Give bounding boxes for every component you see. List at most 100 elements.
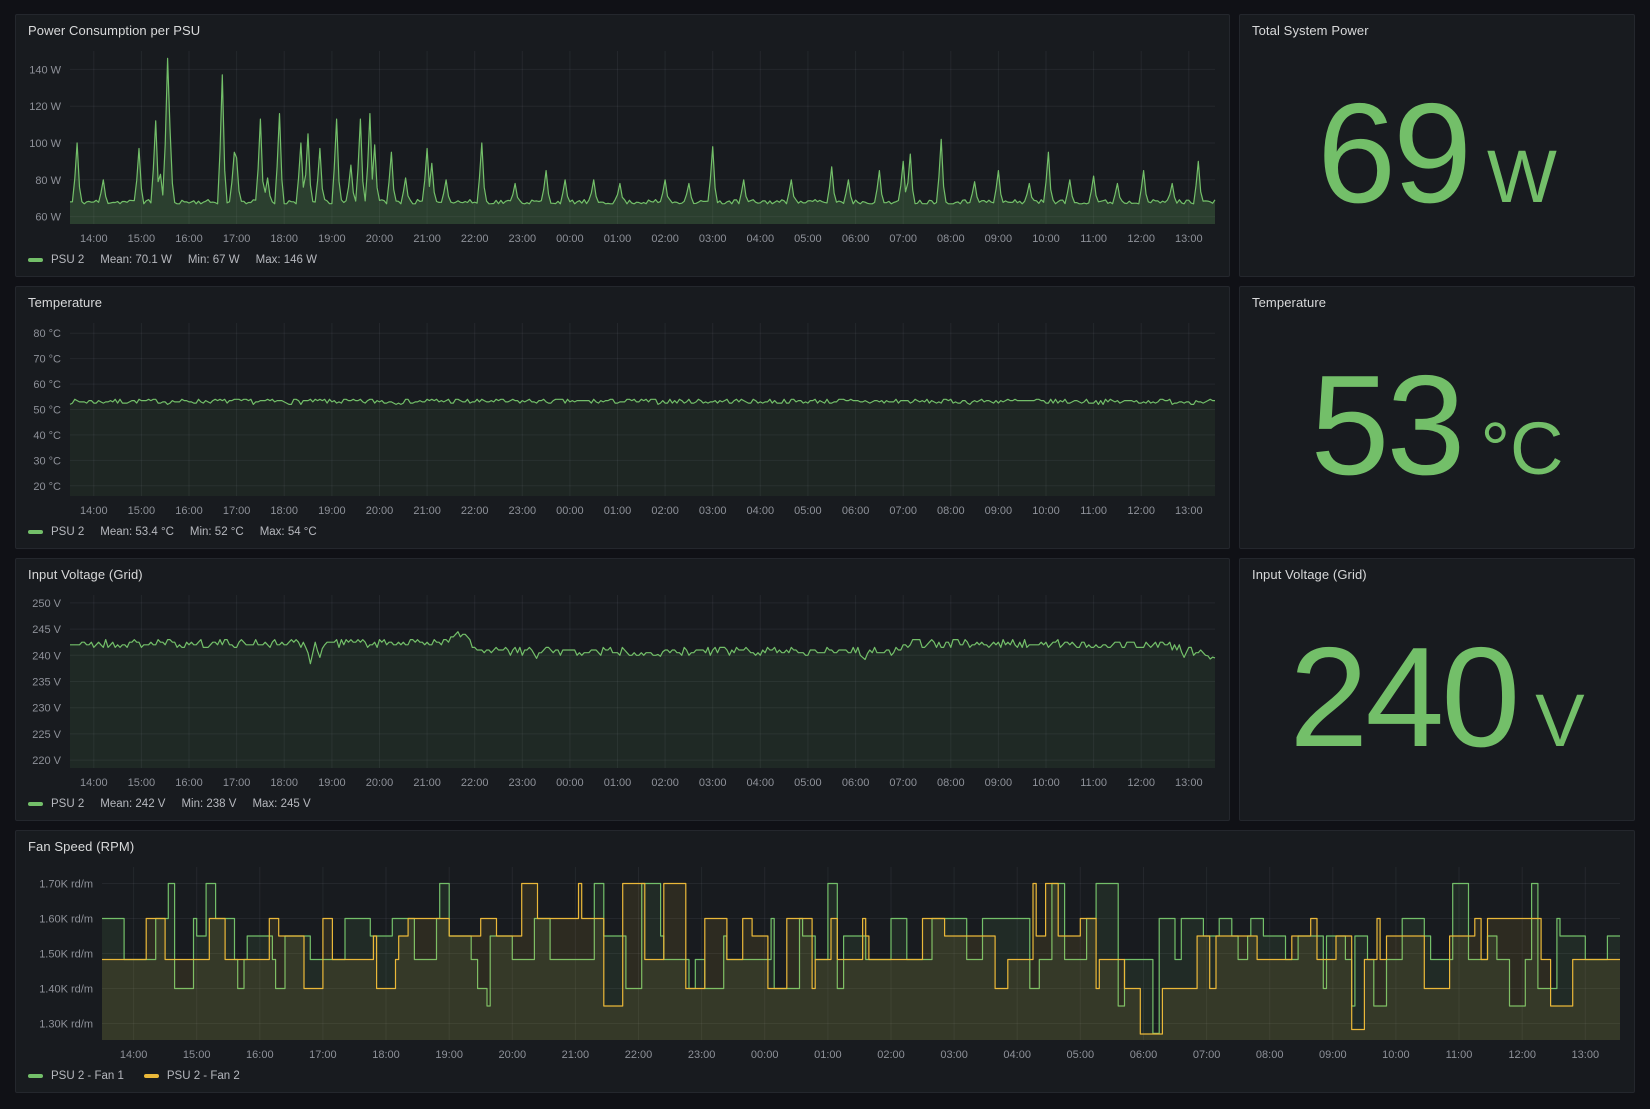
panel-input-voltage-chart: Input Voltage (Grid) 220 V225 V230 V235 … [15,558,1230,821]
svg-text:09:00: 09:00 [985,233,1013,245]
svg-text:23:00: 23:00 [509,505,537,517]
svg-text:1.50K rd/m: 1.50K rd/m [39,949,93,961]
panel-title-temperature-stat[interactable]: Temperature [1240,287,1634,311]
svg-text:13:00: 13:00 [1572,1049,1600,1061]
panel-title-fan-speed[interactable]: Fan Speed (RPM) [16,831,1634,855]
svg-text:11:00: 11:00 [1080,777,1107,789]
svg-text:15:00: 15:00 [128,233,156,245]
series-color-marker-icon [28,258,43,262]
voltage-chart: 220 V225 V230 V235 V240 V245 V250 V14:00… [22,587,1221,794]
svg-text:06:00: 06:00 [842,777,870,789]
svg-text:00:00: 00:00 [556,505,584,517]
fan-speed-chart-canvas[interactable]: 1.30K rd/m1.40K rd/m1.50K rd/m1.60K rd/m… [22,859,1626,1066]
svg-text:1.30K rd/m: 1.30K rd/m [39,1019,93,1031]
svg-text:05:00: 05:00 [1067,1049,1095,1061]
svg-text:80 W: 80 W [35,175,61,187]
svg-text:11:00: 11:00 [1446,1049,1473,1061]
voltage-chart-canvas[interactable]: 220 V225 V230 V235 V240 V245 V250 V14:00… [22,587,1221,794]
series-color-marker-icon [28,802,43,806]
svg-text:18:00: 18:00 [372,1049,400,1061]
panel-fan-speed: Fan Speed (RPM) 1.30K rd/m1.40K rd/m1.50… [15,830,1635,1093]
svg-text:21:00: 21:00 [413,505,441,517]
svg-text:17:00: 17:00 [309,1049,337,1061]
svg-text:235 V: 235 V [32,677,61,689]
svg-text:225 V: 225 V [32,729,61,741]
svg-text:21:00: 21:00 [413,777,441,789]
legend-item-psu-2[interactable]: PSU 2Mean: 53.4 °CMin: 52 °CMax: 54 °C [28,525,317,539]
temperature-chart-canvas[interactable]: 20 °C30 °C40 °C50 °C60 °C70 °C80 °C14:00… [22,315,1221,522]
series-stat: Min: 238 V [181,797,236,811]
power-chart-canvas[interactable]: 60 W80 W100 W120 W140 W14:0015:0016:0017… [22,43,1221,250]
svg-text:10:00: 10:00 [1032,233,1060,245]
voltage-chart-legend: PSU 2Mean: 242 VMin: 238 VMax: 245 V [16,794,1229,820]
svg-text:23:00: 23:00 [688,1049,716,1061]
power-chart-legend: PSU 2Mean: 70.1 WMin: 67 WMax: 146 W [16,250,1229,276]
svg-text:23:00: 23:00 [509,233,537,245]
svg-text:80 °C: 80 °C [33,328,61,340]
series-stat: Mean: 70.1 W [100,253,172,267]
svg-text:40 °C: 40 °C [33,430,61,442]
svg-text:20 °C: 20 °C [33,481,61,493]
svg-text:04:00: 04:00 [1003,1049,1031,1061]
legend-item-psu-2[interactable]: PSU 2Mean: 70.1 WMin: 67 WMax: 146 W [28,253,317,267]
panel-title-input-voltage-stat[interactable]: Input Voltage (Grid) [1240,559,1634,583]
temperature-stat-body: 53 °C [1240,311,1634,548]
svg-text:100 W: 100 W [29,138,61,150]
svg-text:03:00: 03:00 [699,505,727,517]
svg-text:240 V: 240 V [32,650,61,662]
svg-text:01:00: 01:00 [604,233,632,245]
svg-text:06:00: 06:00 [842,505,870,517]
panel-title-input-voltage-chart[interactable]: Input Voltage (Grid) [16,559,1229,583]
series-stat: Max: 146 W [256,253,317,267]
svg-text:14:00: 14:00 [120,1049,148,1061]
svg-text:08:00: 08:00 [937,505,965,517]
svg-text:03:00: 03:00 [699,233,727,245]
series-stat: Min: 67 W [188,253,240,267]
temperature-chart-legend: PSU 2Mean: 53.4 °CMin: 52 °CMax: 54 °C [16,522,1229,548]
svg-text:08:00: 08:00 [937,233,965,245]
panel-temperature-stat: Temperature 53 °C [1239,286,1635,549]
svg-text:12:00: 12:00 [1508,1049,1536,1061]
svg-text:01:00: 01:00 [814,1049,842,1061]
power-chart: 60 W80 W100 W120 W140 W14:0015:0016:0017… [22,43,1221,250]
svg-text:20:00: 20:00 [366,505,394,517]
svg-text:05:00: 05:00 [794,505,822,517]
panel-temperature-chart: Temperature 20 °C30 °C40 °C50 °C60 °C70 … [15,286,1230,549]
svg-text:10:00: 10:00 [1032,777,1060,789]
legend-item-psu-2-fan-2[interactable]: PSU 2 - Fan 2 [144,1069,240,1083]
svg-text:60 W: 60 W [35,212,61,224]
grafana-dashboard: Power Consumption per PSU 60 W 80 W 100 W 1… [0,0,1650,1109]
svg-text:01:00: 01:00 [604,777,632,789]
svg-text:23:00: 23:00 [509,777,537,789]
svg-text:14:00: 14:00 [80,505,108,517]
svg-text:14:00: 14:00 [80,233,108,245]
total-power-number: 69 [1317,83,1469,225]
series-color-marker-icon [28,1074,43,1078]
svg-text:11:00: 11:00 [1080,505,1107,517]
panel-title-power-consumption[interactable]: Power Consumption per PSU [16,15,1229,39]
series-name: PSU 2 - Fan 1 [51,1069,124,1083]
series-name: PSU 2 [51,525,84,539]
svg-text:07:00: 07:00 [889,233,917,245]
svg-text:70 °C: 70 °C [33,354,61,366]
panel-title-temperature-chart[interactable]: Temperature [16,287,1229,311]
svg-text:22:00: 22:00 [461,777,489,789]
svg-text:03:00: 03:00 [699,777,727,789]
temperature-stat-value: 53 °C [1311,355,1564,497]
series-color-marker-icon [28,530,43,534]
series-stat: Max: 245 V [252,797,310,811]
svg-text:13:00: 13:00 [1175,777,1203,789]
svg-text:04:00: 04:00 [747,233,775,245]
legend-item-psu-2-fan-1[interactable]: PSU 2 - Fan 1 [28,1069,124,1083]
voltage-stat-body: 240 V [1240,583,1634,820]
series-stat: Min: 52 °C [190,525,244,539]
svg-text:15:00: 15:00 [128,505,156,517]
legend-item-psu-2[interactable]: PSU 2Mean: 242 VMin: 238 VMax: 245 V [28,797,311,811]
total-power-stat-body: 69 W [1240,39,1634,276]
svg-text:02:00: 02:00 [877,1049,905,1061]
total-power-stat-value: 69 W [1317,83,1557,225]
panel-title-total-system-power[interactable]: Total System Power [1240,15,1634,39]
svg-text:19:00: 19:00 [318,505,346,517]
fan-speed-chart: 1.30K rd/m1.40K rd/m1.50K rd/m1.60K rd/m… [22,859,1626,1066]
series-name: PSU 2 - Fan 2 [167,1069,240,1083]
